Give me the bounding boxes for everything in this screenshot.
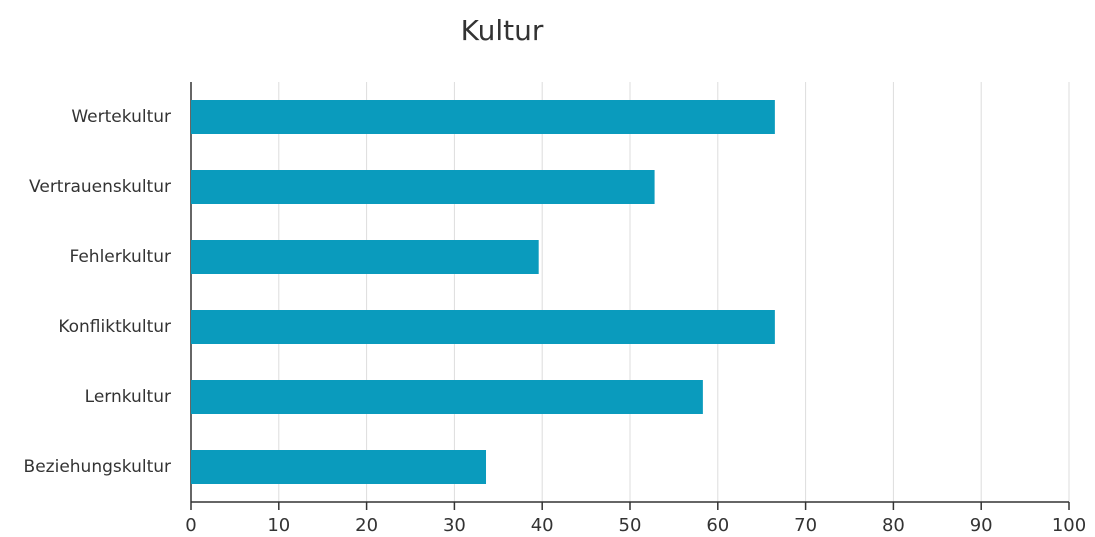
x-tick-label: 0 xyxy=(185,515,196,536)
x-tick-label: 80 xyxy=(882,515,905,536)
x-tick-label: 20 xyxy=(355,515,378,536)
y-tick-label: Vertrauenskultur xyxy=(29,177,171,197)
y-tick-label: Wertekultur xyxy=(71,107,171,127)
bar xyxy=(191,170,655,204)
y-tick-label: Beziehungskultur xyxy=(24,457,171,477)
bar xyxy=(191,240,539,274)
bar xyxy=(191,450,487,484)
bar xyxy=(191,380,703,414)
x-tick-label: 70 xyxy=(794,515,817,536)
x-tick-label: 30 xyxy=(443,515,466,536)
y-tick-label: Lernkultur xyxy=(85,387,171,407)
x-tick-label: 90 xyxy=(970,515,993,536)
bar xyxy=(191,310,775,344)
y-tick-label: Fehlerkultur xyxy=(69,247,171,267)
x-tick-label: 100 xyxy=(1052,515,1086,536)
x-tick-label: 60 xyxy=(706,515,729,536)
x-tick-label: 50 xyxy=(619,515,642,536)
x-tick-label: 40 xyxy=(531,515,554,536)
chart-title: Kultur xyxy=(461,14,544,47)
bar xyxy=(191,100,775,134)
y-tick-label: Konfliktkultur xyxy=(58,317,171,337)
x-tick-label: 10 xyxy=(267,515,290,536)
